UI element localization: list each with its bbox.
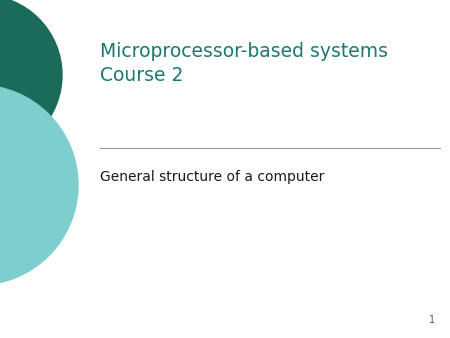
Text: Microprocessor-based systems
Course 2: Microprocessor-based systems Course 2 — [100, 42, 388, 85]
Text: General structure of a computer: General structure of a computer — [100, 170, 324, 184]
Circle shape — [0, 85, 78, 285]
Text: 1: 1 — [429, 315, 435, 325]
Circle shape — [0, 0, 62, 155]
